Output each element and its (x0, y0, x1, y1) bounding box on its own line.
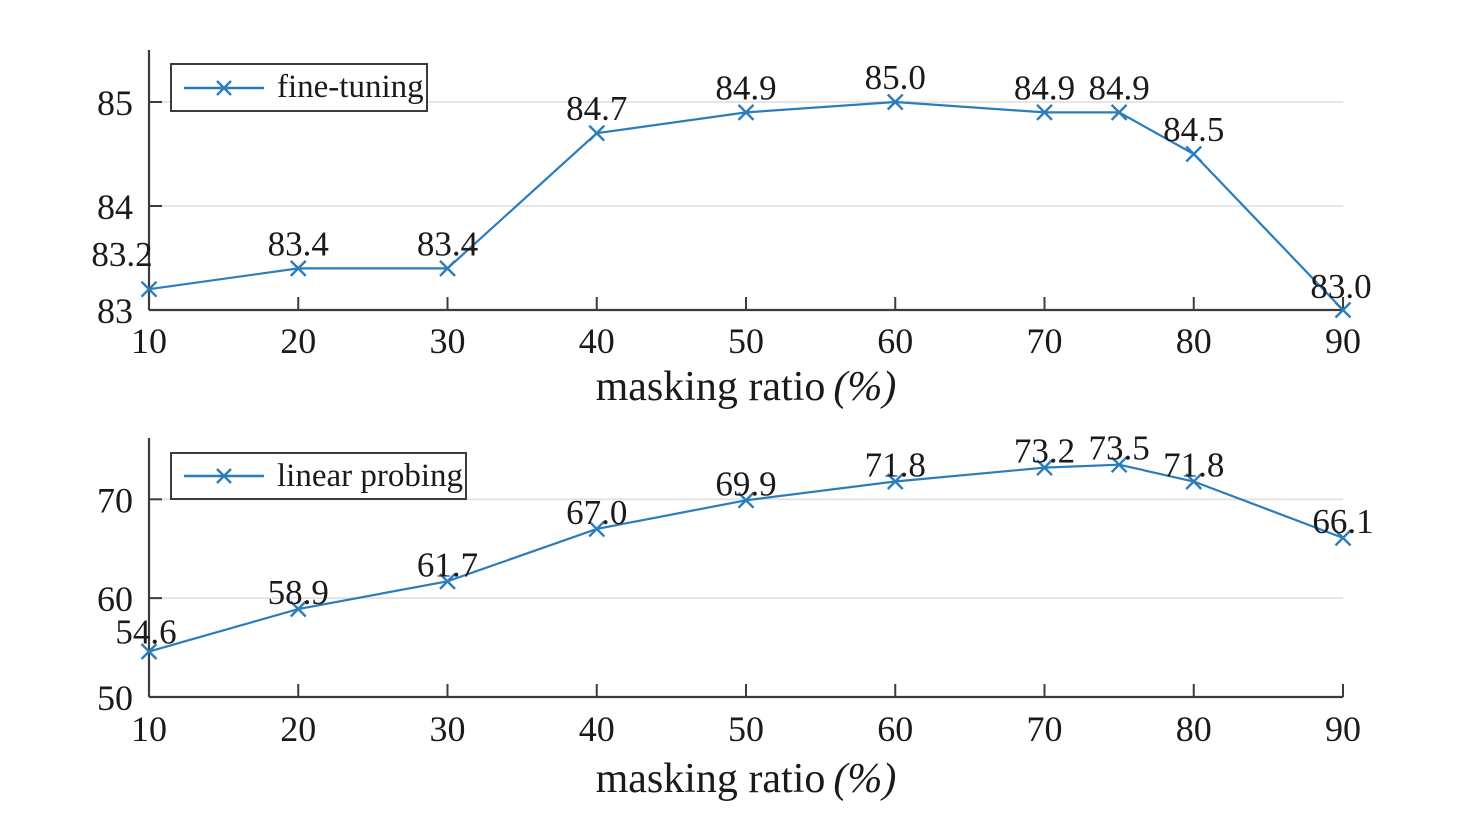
x-axis-title-unit: (%) (833, 364, 897, 410)
data-point-label: 84.9 (1014, 68, 1075, 107)
x-tick-label: 50 (728, 709, 764, 749)
data-point-label: 71.8 (865, 445, 926, 484)
legend-linear-probing: linear probing (170, 452, 467, 500)
line-x-marker-icon (184, 79, 264, 96)
data-point-marker (1036, 459, 1053, 477)
data-point-marker (439, 572, 456, 590)
data-point-label: 54.6 (115, 613, 176, 652)
legend-fine-tuning: fine-tuning (170, 63, 428, 112)
data-point-marker (886, 473, 904, 490)
data-point-marker (140, 280, 158, 298)
x-tick-label: 60 (877, 709, 913, 749)
data-point-marker (588, 520, 606, 538)
x-tick-label: 40 (579, 321, 615, 361)
x-tick-label: 60 (877, 321, 913, 361)
data-point-marker (140, 643, 158, 660)
data-point-marker (737, 104, 755, 121)
legend-label-fine-tuning: fine-tuning (277, 69, 424, 105)
x-tick-label: 70 (1027, 709, 1063, 749)
x-tick-label: 10 (131, 321, 167, 361)
x-tick-label: 40 (579, 709, 615, 749)
data-point-label: 71.8 (1163, 445, 1224, 484)
x-tick-label: 30 (430, 709, 466, 749)
data-point-label: 73.2 (1014, 432, 1075, 471)
data-point-label: 73.5 (1089, 429, 1150, 468)
data-line (148, 463, 1344, 653)
data-point-label: 84.7 (566, 89, 627, 128)
x-tick-label: 10 (131, 709, 167, 749)
y-tick-label: 85 (97, 83, 133, 123)
y-tick-label: 84 (97, 187, 133, 227)
x-axis-title-text: masking ratio (595, 364, 826, 410)
data-point-marker (289, 260, 307, 277)
data-point-marker (1110, 104, 1128, 121)
data-point-marker (588, 124, 606, 142)
x-axis-title-bottom-chart: masking ratio (%) (149, 758, 1343, 800)
x-tick-label: 90 (1325, 321, 1361, 361)
x-axis-title-unit: (%) (833, 756, 897, 802)
data-point-label: 84.5 (1163, 110, 1224, 149)
data-point-label: 69.9 (715, 464, 776, 503)
data-point-marker (1185, 473, 1203, 490)
data-point-marker (439, 260, 456, 277)
x-tick-label: 70 (1027, 321, 1063, 361)
x-tick-label: 80 (1176, 709, 1212, 749)
data-point-label: 66.1 (1312, 502, 1373, 541)
data-point-marker (1334, 301, 1352, 319)
legend-label-linear-probing: linear probing (277, 457, 464, 494)
y-tick-label: 83 (97, 291, 133, 331)
data-point-label: 61.7 (417, 545, 478, 584)
data-point-label: 83.2 (91, 235, 152, 274)
x-axis-title-text: masking ratio (595, 756, 826, 802)
data-point-label: 84.9 (1089, 68, 1150, 107)
x-tick-label: 20 (280, 321, 316, 361)
data-point-label: 83.0 (1310, 267, 1371, 306)
data-point-marker (886, 93, 904, 111)
x-tick-label: 80 (1176, 321, 1212, 361)
data-point-label: 85.0 (865, 58, 926, 97)
x-tick-label: 90 (1325, 709, 1361, 749)
line-x-marker-icon (184, 468, 264, 484)
data-point-label: 67.0 (566, 493, 627, 532)
x-tick-label: 50 (728, 321, 764, 361)
x-axis-title-top-chart: masking ratio (%) (149, 366, 1343, 408)
data-point-label: 58.9 (268, 573, 329, 612)
x-tick-label: 30 (430, 321, 466, 361)
x-tick-label: 20 (280, 709, 316, 749)
data-point-marker (1110, 456, 1128, 474)
data-point-label: 84.9 (715, 68, 776, 107)
data-point-marker (289, 600, 307, 618)
data-point-label: 83.4 (268, 224, 329, 263)
data-point-marker (1036, 104, 1053, 121)
data-point-label: 83.4 (417, 224, 478, 263)
data-point-marker (737, 491, 755, 509)
data-line (148, 100, 1344, 311)
y-tick-label: 50 (97, 678, 133, 718)
y-tick-label: 70 (97, 480, 133, 520)
data-point-marker (1185, 145, 1203, 163)
y-tick-label: 60 (97, 579, 133, 619)
data-point-marker (1334, 529, 1352, 547)
